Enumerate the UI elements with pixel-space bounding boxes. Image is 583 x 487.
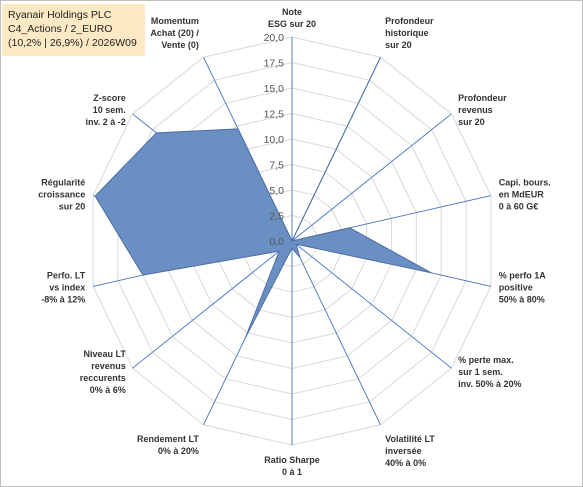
axis-label: Capi. bours. en MdEUR 0 à 60 G€ xyxy=(499,177,551,211)
tick-label: 7,5 xyxy=(269,160,284,172)
axis-label: Rendement LT 0% à 20% xyxy=(137,434,199,456)
axis-spoke xyxy=(291,240,381,425)
axis-spoke xyxy=(132,240,293,369)
axis-label: Note ESG sur 20 xyxy=(268,7,316,29)
tick-label: 10,0 xyxy=(264,134,285,146)
axis-label: Ratio Sharpe 0 à 1 xyxy=(264,455,320,477)
chart-title-line-3: (10,2% | 26,9%) / 2026W09 xyxy=(8,37,137,49)
tick-label: 2,5 xyxy=(269,211,284,223)
axis-label: Profondeur revenus sur 20 xyxy=(458,93,507,127)
tick-label: 15,0 xyxy=(264,83,285,95)
axis-label: Profondeur historique sur 20 xyxy=(385,16,434,50)
axis-label: % perte max. sur 1 sem. inv. 50% à 20% xyxy=(458,355,521,389)
tick-label: 5,0 xyxy=(269,185,284,197)
tick-label: 17,5 xyxy=(264,58,285,70)
axis-label: Niveau LT revenus reccurents 0% à 6% xyxy=(80,349,127,395)
tick-label: 20,0 xyxy=(264,32,285,44)
radar-axis-labels: Note ESG sur 20 Profondeur historique sur 20… xyxy=(38,7,551,477)
axis-label: Z-score 10 sem. inv. 2 à -2 xyxy=(85,93,125,127)
radar-tick-labels: 0,0 2,5 5,0 7,5 10,0 12,5 15,0 17,5 20,0 xyxy=(264,32,285,248)
tick-label: 12,5 xyxy=(264,109,285,121)
axis-spoke xyxy=(291,240,452,369)
chart-title-line-2: C4_Actions / 2_EURO xyxy=(8,23,113,35)
tick-label: 0,0 xyxy=(269,236,284,248)
axis-label: Momentum Achat (20) / Vente (0) xyxy=(150,16,199,50)
series-area xyxy=(94,56,432,338)
axis-spoke xyxy=(291,113,452,242)
axis-label: Perfo. LT vs index -8% à 12% xyxy=(41,271,86,305)
chart-title-line-1: Ryanair Holdings PLC xyxy=(8,9,112,21)
radar-series xyxy=(94,56,432,338)
axis-label: Volatilité LT inversée 40% à 0% xyxy=(385,434,435,468)
axis-label: Régularité croissance sur 20 xyxy=(38,177,85,211)
chart-title-box: Ryanair Holdings PLC C4_Actions / 2_EURO… xyxy=(2,4,145,56)
axis-label: % perfo 1A positive 50% à 80% xyxy=(499,271,547,305)
